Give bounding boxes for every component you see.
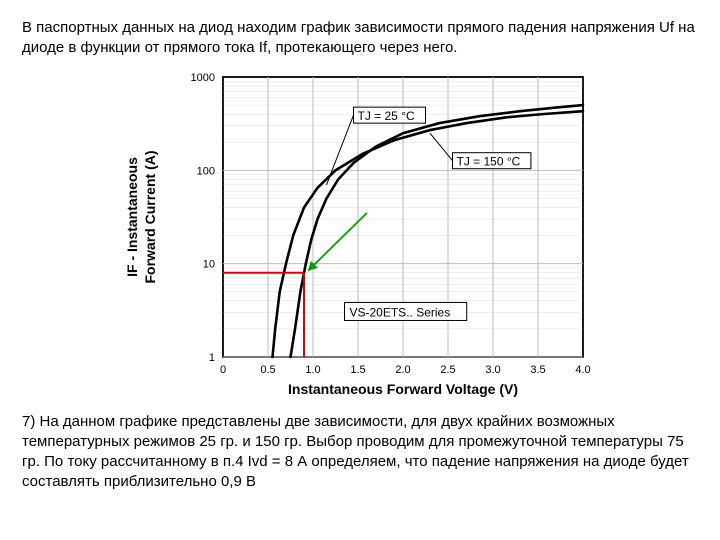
svg-text:3.0: 3.0	[485, 364, 500, 376]
forward-voltage-chart: 0 0.5 1.0 1.5 2.0 2.5 3.0 3.5 4.0 1 10 100 1000 TJ = …	[125, 67, 595, 402]
svg-text:0.5: 0.5	[260, 364, 275, 376]
svg-text:VS-20ETS.. Series: VS-20ETS.. Series	[350, 305, 451, 319]
svg-text:2.5: 2.5	[440, 364, 455, 376]
bottom-paragraph: 7) На данном графике представлены две за…	[22, 412, 698, 493]
chart-container: 0 0.5 1.0 1.5 2.0 2.5 3.0 3.5 4.0 1 10 100 1000 TJ = …	[22, 67, 698, 402]
svg-text:TJ = 150 °C: TJ = 150 °C	[457, 154, 521, 168]
svg-text:10: 10	[203, 258, 215, 270]
svg-text:0: 0	[220, 364, 226, 376]
svg-text:100: 100	[197, 165, 215, 177]
svg-text:Forward Current (A): Forward Current (A)	[142, 150, 158, 283]
svg-text:Instantaneous Forward Voltage: Instantaneous Forward Voltage (V)	[288, 381, 518, 397]
svg-text:1: 1	[209, 352, 215, 364]
svg-text:IF - Instantaneous: IF - Instantaneous	[125, 156, 140, 276]
svg-text:1.5: 1.5	[350, 364, 365, 376]
svg-text:1000: 1000	[191, 72, 215, 84]
svg-text:1.0: 1.0	[305, 364, 320, 376]
top-paragraph: В паспортных данных на диод находим граф…	[22, 18, 698, 59]
svg-text:3.5: 3.5	[530, 364, 545, 376]
svg-text:4.0: 4.0	[575, 364, 590, 376]
svg-text:TJ = 25 °C: TJ = 25 °C	[358, 109, 415, 123]
svg-text:2.0: 2.0	[395, 364, 410, 376]
